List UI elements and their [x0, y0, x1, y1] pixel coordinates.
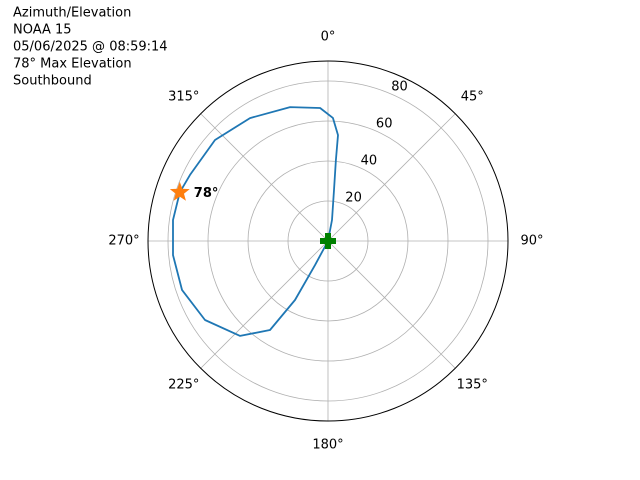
r-tick-label: 20 [345, 191, 362, 206]
theta-tick-label: 180° [312, 438, 343, 453]
theta-tick-label: 270° [108, 234, 139, 249]
radial-grid-line [247, 160, 409, 322]
r-tick-label: 60 [376, 117, 393, 132]
r-tick-label: 40 [361, 154, 378, 169]
theta-tick-label: 45° [461, 89, 484, 104]
angular-grid-line [327, 240, 456, 369]
angular-grid-line [200, 240, 329, 369]
title-line: 78° Max Elevation [13, 57, 132, 72]
theta-tick-label: 135° [457, 378, 488, 393]
radial-grid-line [207, 120, 449, 362]
title-line: Southbound [13, 74, 92, 89]
theta-tick-label: 90° [520, 234, 543, 249]
title-line: 05/06/2025 @ 08:59:14 [13, 40, 168, 55]
angular-grid-line [200, 113, 329, 242]
title-line: Azimuth/Elevation [13, 6, 131, 21]
theta-tick-label: 315° [168, 89, 199, 104]
max-elevation-label: 78° [194, 186, 219, 201]
polar-frame [147, 60, 509, 422]
theta-tick-label: 225° [168, 378, 199, 393]
r-tick-label: 80 [391, 80, 408, 95]
title-line: NOAA 15 [13, 23, 72, 38]
theta-tick-label: 0° [321, 30, 336, 45]
max-elevation-marker [169, 181, 190, 201]
pass-track [172, 106, 339, 337]
radial-grid-line [167, 80, 489, 402]
start-marker [320, 233, 336, 249]
angular-grid-line [327, 113, 456, 242]
radial-grid-line [287, 200, 369, 282]
